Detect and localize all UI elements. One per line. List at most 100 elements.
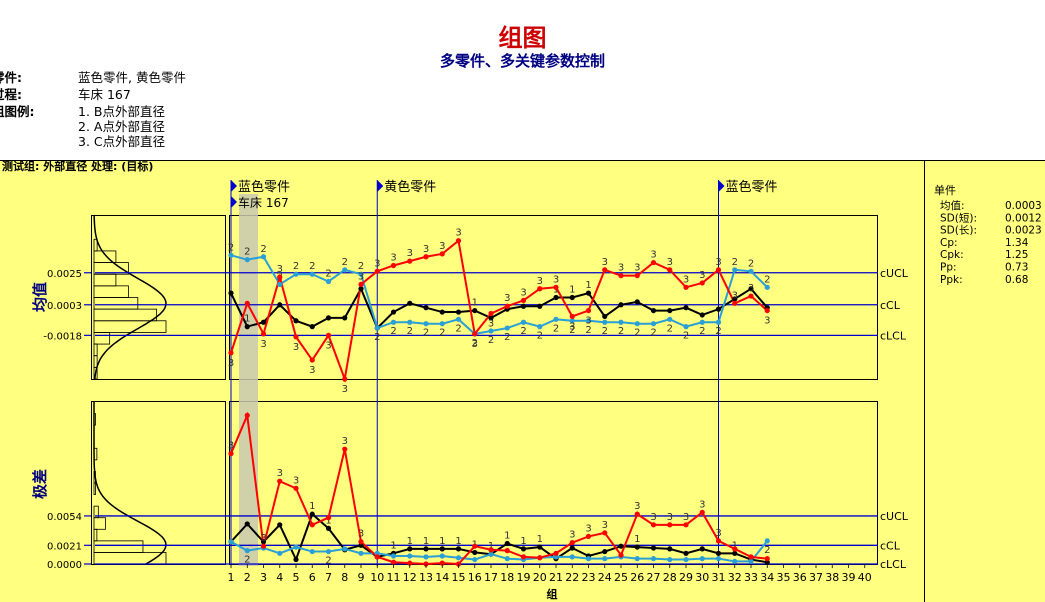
x-tick-label: 1: [228, 571, 235, 584]
range-series-1-point: [634, 544, 640, 550]
range-series-2-point: [634, 556, 640, 562]
mean-point-label: 2: [309, 261, 315, 272]
histogram-mean: [93, 216, 167, 380]
mean-series-3-point: [293, 334, 299, 340]
y-tick-label: 0.0021: [47, 541, 82, 552]
range-series-2-point: [602, 556, 608, 562]
mean-point-label: 2: [439, 328, 445, 339]
mean-series-2-point: [277, 281, 283, 288]
range-series-2-point: [407, 553, 413, 559]
mean-point-label: 1: [585, 280, 591, 291]
histogram-bar: [93, 505, 99, 519]
mean-series-2-point: [602, 319, 608, 325]
mean-point-label: 2: [504, 332, 510, 343]
range-series-1-point: [325, 525, 332, 531]
mean-series-1-point: [423, 305, 429, 311]
mean-point-label: 3: [634, 263, 640, 274]
histogram-bar: [93, 250, 117, 263]
mean-series-3-point: [699, 280, 705, 286]
mean-series-1-point: [244, 324, 250, 330]
mean-series-3-point: [732, 300, 738, 306]
mean-point-label: 2: [732, 257, 738, 268]
stat-label: 均值:: [940, 199, 965, 212]
mean-series-2-point: [504, 325, 510, 331]
range-series-3-point: [342, 446, 348, 452]
histogram-bar: [93, 540, 144, 553]
range-series-1-point: [602, 548, 608, 555]
range-point-label: 1: [390, 540, 396, 551]
mean-series-3-point: [764, 307, 770, 314]
range-series-1-point: [667, 546, 673, 552]
mean-series-3-point: [504, 303, 510, 309]
mean-series-1-point: [634, 299, 640, 305]
x-tick-label: 5: [293, 571, 300, 584]
mean-series-2-point: [325, 278, 332, 285]
range-series-2-point: [390, 553, 397, 559]
range-series-2-point: [732, 558, 738, 564]
limit-label-clcl: cLCL: [880, 558, 907, 571]
mean-point-label: 2: [764, 274, 770, 285]
x-tick-label: 29: [679, 571, 693, 584]
mean-point-label: 2: [683, 331, 689, 342]
mean-point-label: 2: [585, 325, 591, 336]
x-tick-label: 32: [728, 571, 742, 584]
mean-point-label: 3: [650, 250, 656, 261]
mean-series-2-point: [455, 316, 462, 322]
mean-series-3-point: [748, 293, 754, 299]
range-series-3-point: [569, 540, 575, 546]
range-series-1-point: [618, 543, 624, 549]
mean-series-3-point: [260, 331, 267, 337]
range-point-label: 2: [764, 545, 770, 556]
mean-series-1-point: [732, 296, 738, 302]
mean-point-label: 2: [358, 261, 364, 272]
mean-point-label: 3: [293, 342, 299, 353]
segment-label: 蓝色零件: [726, 179, 778, 195]
normal-curve: [93, 402, 167, 565]
mean-point-label: 2: [537, 331, 543, 342]
mean-point-label: 2: [260, 244, 266, 255]
legend-item-3: 3. C点外部直径: [78, 134, 166, 149]
range-series-3-point: [244, 412, 250, 418]
range-series-3-point: [228, 451, 234, 457]
mean-point-label: 2: [455, 323, 461, 334]
x-tick-label: 22: [565, 571, 579, 584]
mean-point-label: 3: [309, 365, 315, 376]
mean-point-label: 2: [667, 323, 673, 334]
x-tick-label: 2: [244, 571, 251, 584]
x-tick-label: 6: [309, 571, 316, 584]
mean-series-3-point: [650, 259, 657, 266]
mean-series-1-point: [520, 303, 527, 309]
mean-point-label: 2: [748, 258, 754, 269]
stat-value: 0.0003: [1005, 200, 1042, 212]
x-tick-label: 25: [614, 571, 628, 584]
mean-point-label: 3: [342, 384, 348, 395]
mean-point-label: 3: [764, 316, 770, 327]
range-series-3-point: [260, 543, 267, 549]
range-series-3-point: [650, 522, 657, 528]
x-tick-label: 35: [777, 571, 791, 584]
mean-series-2-point: [520, 319, 527, 325]
range-series-1-point: [715, 550, 722, 556]
mean-series-1-point: [715, 306, 722, 312]
range-series-1-point: [260, 539, 267, 545]
mean-series-2-point: [715, 319, 722, 325]
range-series-1-point: [537, 544, 543, 550]
mean-series-3-point: [585, 307, 592, 314]
mean-series-2-point: [260, 254, 267, 260]
mean-point-label: 3: [423, 244, 429, 255]
x-tick-label: 31: [712, 571, 726, 584]
x-tick-label: 34: [760, 571, 774, 584]
range-series-1-point: [309, 511, 315, 517]
range-series-1-point: [504, 540, 510, 547]
mean-series-1-point: [325, 315, 332, 321]
range-point-label: 3: [683, 512, 689, 523]
mean-series-3-point: [342, 376, 348, 382]
mean-point-label: 3: [277, 264, 283, 275]
range-point-label: 3: [293, 475, 299, 486]
range-series-3-point: [358, 539, 364, 545]
range-series-3-point: [504, 548, 510, 554]
mean-series-3-point: [634, 273, 640, 279]
range-point-label: 3: [650, 512, 656, 523]
mean-point-label: 3: [732, 290, 738, 301]
